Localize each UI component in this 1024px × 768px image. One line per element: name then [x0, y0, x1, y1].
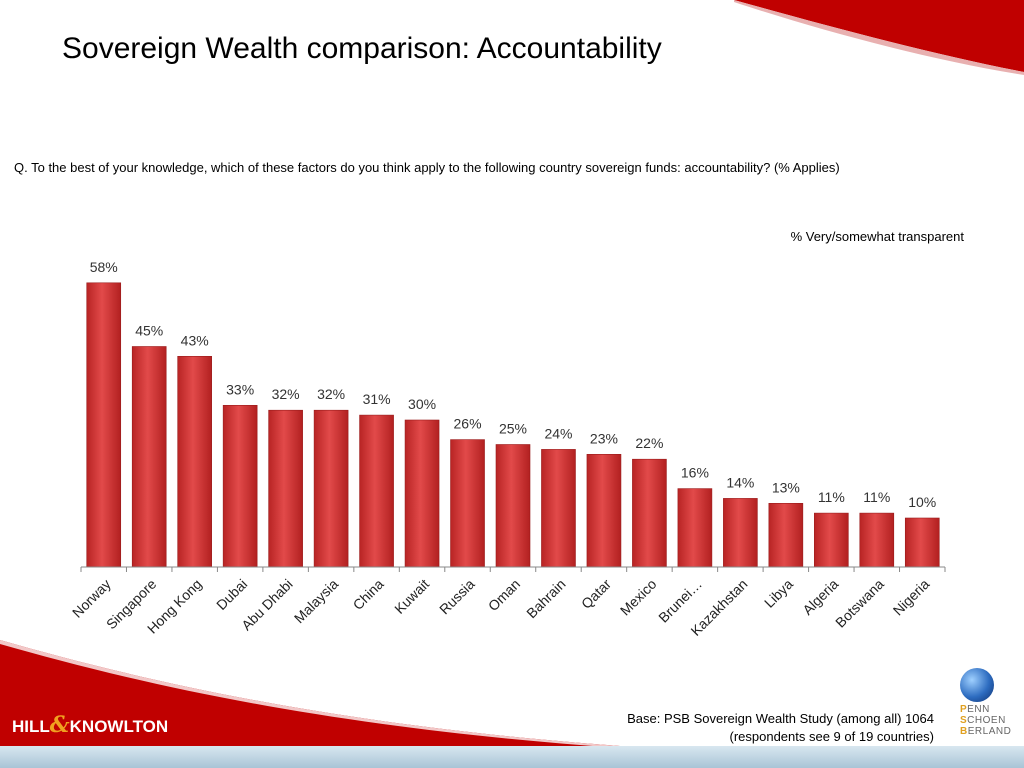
category-label: Bahrain [523, 576, 568, 621]
data-label: 13% [772, 479, 800, 495]
hk-logo-part2: KNOWLTON [69, 717, 169, 736]
data-label: 45% [135, 323, 163, 339]
bar [450, 439, 485, 568]
data-label: 31% [363, 391, 391, 407]
data-label: 32% [272, 386, 300, 402]
category-label: Kuwait [391, 576, 432, 617]
data-label: 25% [499, 421, 527, 437]
data-label: 26% [454, 416, 482, 432]
data-label: 24% [544, 425, 572, 441]
data-label: 30% [408, 396, 436, 412]
bar [313, 409, 349, 568]
data-label: 11% [863, 489, 890, 505]
series-label: % Very/somewhat transparent [790, 229, 964, 244]
hk-logo-amp: & [49, 712, 70, 738]
category-label: Mexico [617, 576, 660, 619]
survey-question: Q. To the best of your knowledge, which … [14, 160, 840, 175]
category-label: Norway [69, 576, 114, 621]
data-label: 32% [317, 386, 345, 402]
data-label: 33% [226, 381, 254, 397]
bar [359, 414, 394, 568]
category-label: Oman [485, 576, 523, 614]
data-label: 43% [181, 332, 209, 348]
data-label: 58% [90, 259, 118, 275]
bottom-left-swoosh [0, 640, 620, 750]
category-label: Russia [436, 576, 478, 618]
category-label: Botswana [832, 576, 887, 631]
bar [586, 453, 622, 568]
bar [723, 498, 758, 568]
hk-logo-part1: HILL [12, 717, 50, 736]
data-label: 11% [818, 489, 845, 505]
category-label: Malaysia [291, 576, 342, 627]
psb-logo: PENN SCHOEN BERLAND [948, 668, 1018, 746]
bar [268, 409, 303, 568]
bar [404, 419, 440, 568]
base-note: Base: PSB Sovereign Wealth Study (among … [627, 710, 934, 746]
data-label: 14% [726, 474, 754, 490]
base-note-line2: (respondents see 9 of 19 countries) [729, 729, 934, 744]
data-label: 10% [908, 494, 936, 510]
hill-knowlton-logo: HILL&KNOWLTON [12, 712, 168, 738]
globe-icon [960, 668, 994, 702]
category-label: Libya [761, 576, 796, 611]
bar [768, 502, 804, 568]
bar [677, 488, 713, 568]
category-label: Dubai [213, 576, 250, 613]
bar [86, 282, 122, 568]
category-label: Qatar [578, 576, 614, 612]
bottom-strip [0, 746, 1024, 768]
data-label: 23% [590, 430, 618, 446]
bar [495, 444, 531, 568]
category-label: Nigeria [890, 576, 933, 619]
bar [814, 512, 849, 568]
bar [222, 404, 258, 568]
bar [177, 355, 212, 568]
data-label: 16% [681, 465, 709, 481]
bar [131, 346, 167, 568]
bar [859, 512, 895, 568]
category-label: China [350, 576, 387, 613]
slide-title: Sovereign Wealth comparison: Accountabil… [62, 32, 662, 65]
bar-chart: 58% 45% 43% 33% 32% 32% 31% 30% 26% 25% 24% 23% 22% 1… [69, 259, 946, 639]
bar [541, 449, 576, 568]
base-note-line1: Base: PSB Sovereign Wealth Study (among … [627, 711, 934, 726]
data-label: 22% [635, 435, 663, 451]
bar [632, 458, 667, 568]
bar [904, 517, 940, 568]
category-label: Algeria [799, 576, 841, 618]
psb-logo-text: PENN SCHOEN BERLAND [960, 704, 1012, 737]
top-right-swoosh [734, 0, 1024, 75]
